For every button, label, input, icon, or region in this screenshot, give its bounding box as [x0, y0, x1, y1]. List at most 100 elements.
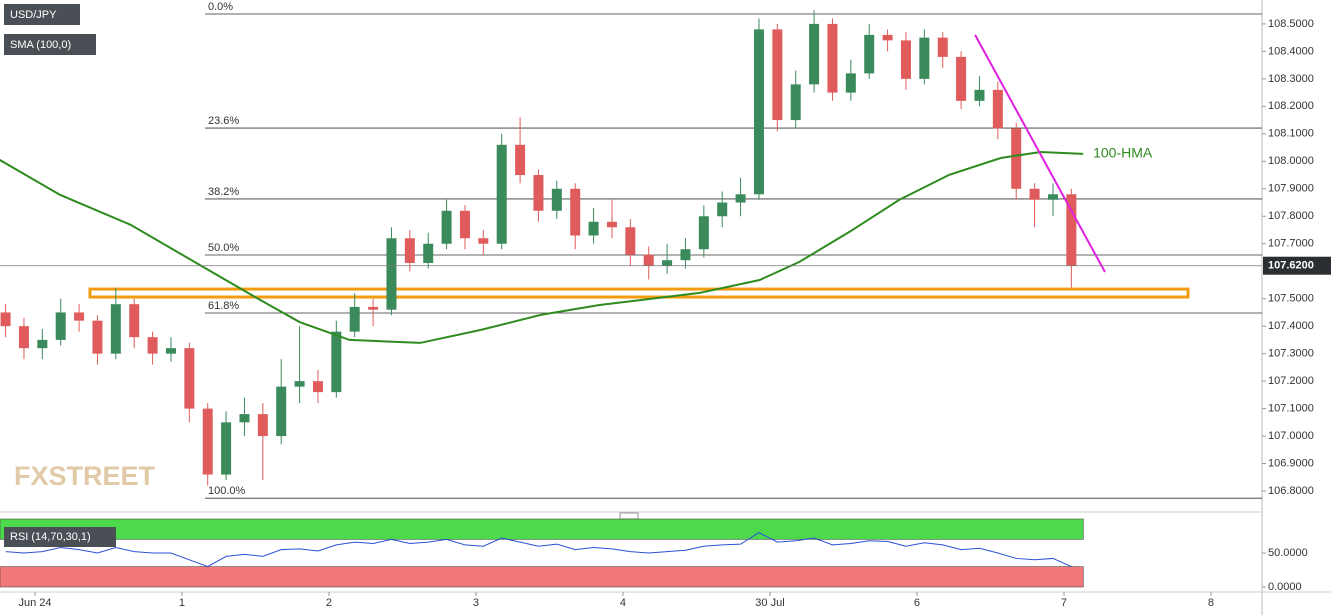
candle-body	[202, 408, 213, 475]
candle-body	[790, 84, 801, 121]
x-tick-label: 2	[326, 597, 332, 609]
candle-body	[184, 348, 195, 409]
fib-label: 61.8%	[208, 300, 239, 312]
candle-body	[221, 422, 232, 475]
rsi-label-box	[4, 527, 116, 547]
y-tick-label: 106.8000	[1268, 485, 1314, 497]
candle-body	[1011, 128, 1022, 189]
candle-body	[1029, 188, 1040, 200]
candle-body	[92, 320, 103, 354]
candle-body	[312, 381, 323, 393]
candle-body	[165, 348, 176, 354]
y-tick-label: 108.4000	[1268, 45, 1314, 57]
last-price-box	[1263, 256, 1331, 275]
candle-body	[386, 238, 397, 310]
fib-label: 100.0%	[208, 485, 246, 497]
candle-body	[570, 188, 581, 236]
y-tick-label: 107.8000	[1268, 210, 1314, 222]
candle-body	[809, 23, 820, 85]
candle-body	[239, 414, 250, 423]
hma-line	[0, 150, 1084, 344]
candle-body	[257, 414, 268, 437]
y-tick-label: 107.3000	[1268, 348, 1314, 360]
candle-body	[882, 34, 893, 41]
candle-body	[772, 29, 783, 121]
indicator-label: SMA (100,0)	[10, 39, 71, 51]
candle-body	[459, 210, 470, 239]
overbought-band	[0, 518, 1084, 540]
candle-body	[55, 312, 66, 340]
y-tick-label: 107.5000	[1268, 293, 1314, 305]
candle-body	[37, 339, 48, 349]
candle-body	[349, 306, 360, 332]
candle-body	[698, 216, 709, 250]
candle-body	[735, 194, 746, 203]
candle-body	[423, 243, 434, 263]
legend-box	[4, 4, 80, 25]
fib-label: 23.6%	[208, 115, 239, 127]
candle-body	[276, 386, 287, 437]
candle-body	[717, 202, 728, 217]
candle-body	[533, 175, 544, 211]
candle-body	[680, 249, 691, 261]
fib-label: 0.0%	[208, 1, 233, 13]
y-tick-label: 108.0000	[1268, 155, 1314, 167]
y-tick-label: 50.0000	[1268, 547, 1308, 559]
y-tick-label: 108.2000	[1268, 100, 1314, 112]
x-tick-label: 6	[914, 597, 920, 609]
watermark: FXSTREET	[14, 461, 156, 491]
last-price-label: 107.6200	[1268, 260, 1314, 272]
candle-body	[606, 221, 617, 228]
candle-body	[74, 312, 85, 321]
candle-body	[478, 238, 489, 244]
x-tick-label: 8	[1208, 597, 1214, 609]
rsi-line	[5, 532, 1072, 568]
y-tick-label: 108.5000	[1268, 18, 1314, 30]
y-tick-label: 107.1000	[1268, 403, 1314, 415]
x-tick-label: 3	[473, 597, 479, 609]
candle-body	[974, 89, 985, 101]
y-tick-label: 108.1000	[1268, 128, 1314, 140]
y-tick-label: 107.0000	[1268, 430, 1314, 442]
trendline	[974, 34, 1106, 273]
legend-box	[4, 34, 96, 55]
candle-body	[588, 221, 599, 236]
candle-body	[294, 381, 305, 387]
chart-title: USD/JPY	[10, 9, 57, 21]
rsi-panel: 50.0000 0.0000 RSI (14,70,30,1)	[0, 518, 1308, 593]
candle-body	[643, 254, 654, 266]
candle-body	[515, 144, 526, 176]
candle-body	[551, 188, 562, 211]
candle-body	[1066, 194, 1077, 266]
candle-body	[900, 40, 911, 79]
oversold-band	[0, 566, 1084, 588]
series-label: 100-HMA	[1093, 145, 1153, 161]
candle-body	[496, 144, 507, 244]
candle-body	[18, 326, 29, 349]
candle-body	[827, 23, 838, 93]
y-tick-label: 107.4000	[1268, 320, 1314, 332]
y-tick-label: 107.7000	[1268, 238, 1314, 250]
y-tick-label: 106.9000	[1268, 457, 1314, 469]
y-tick-label: 107.2000	[1268, 375, 1314, 387]
fib-label: 50.0%	[208, 242, 239, 254]
candle-body	[0, 312, 11, 327]
candle-body	[956, 56, 967, 101]
y-tick-label: 107.9000	[1268, 183, 1314, 195]
x-tick-label: Jun 24	[18, 597, 51, 609]
candle-body	[404, 238, 415, 263]
candle-body	[864, 34, 875, 74]
support-zone	[88, 287, 1190, 299]
candle-body	[129, 304, 140, 338]
x-tick-label: 30 Jul	[755, 597, 784, 609]
candle-body	[937, 37, 948, 57]
candle-body	[753, 29, 764, 195]
candle-body	[368, 306, 379, 310]
candle-body	[625, 227, 636, 255]
candle-body	[992, 89, 1003, 129]
candle-body	[1047, 194, 1058, 200]
x-tick-label: 7	[1061, 597, 1067, 609]
candle-body	[331, 331, 342, 393]
